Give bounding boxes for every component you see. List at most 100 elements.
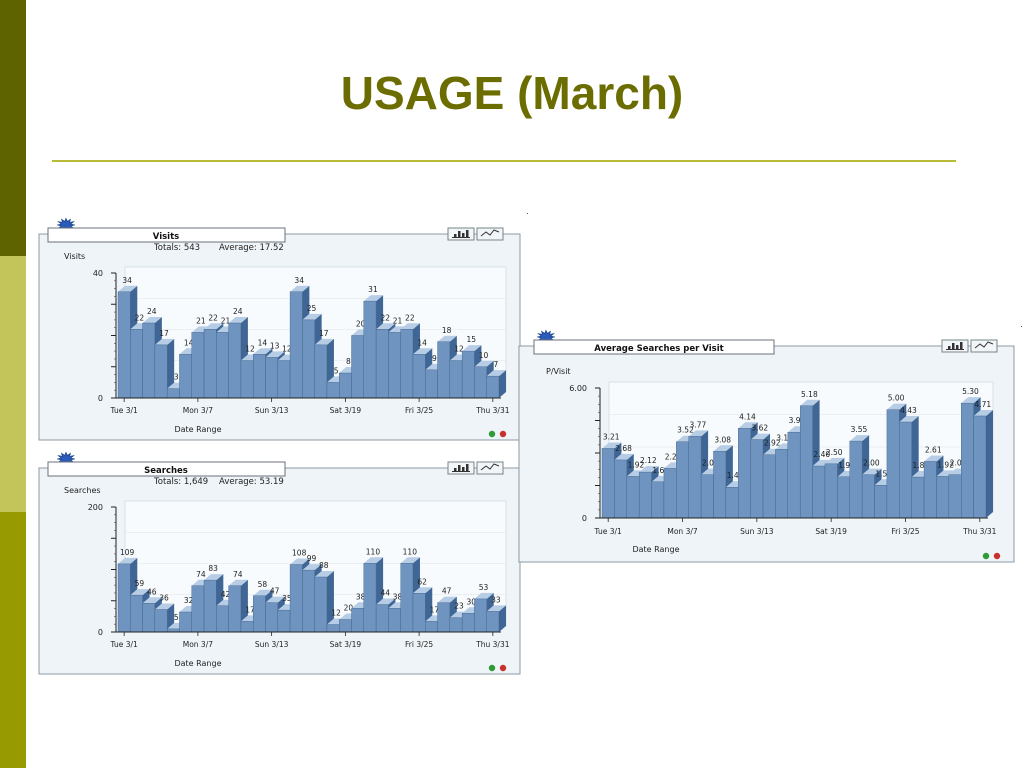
bar-value-label: 3.52	[677, 426, 694, 435]
bar-value-label: 36	[159, 594, 169, 603]
bar-value-label: 3.17	[776, 433, 793, 442]
bar-value-label: 1.67	[652, 466, 669, 475]
x-tick-label: Sat 3/19	[330, 406, 362, 415]
bar-value-label: 25	[307, 304, 317, 313]
bar-value-label: 12	[331, 609, 341, 618]
sidebar-stripe-dark	[0, 0, 26, 256]
bar-view-button[interactable]	[447, 227, 475, 241]
bar-value-label: 3.62	[751, 424, 768, 433]
line-view-button[interactable]	[476, 461, 504, 475]
line-view-button[interactable]	[970, 339, 998, 353]
bar-value-label: 17	[245, 605, 255, 614]
status-dot-green-icon[interactable]	[982, 552, 990, 560]
bar-value-label: 2.40	[813, 450, 830, 459]
title-divider	[52, 160, 956, 162]
bar-value-label: 74	[233, 570, 243, 579]
line-chart-icon	[480, 229, 500, 237]
bar-value-label: 2.12	[640, 456, 657, 465]
x-tick-label: Thu 3/31	[962, 527, 997, 536]
status-dot-red-icon[interactable]	[499, 430, 507, 438]
bar-value-label: 1.92	[937, 460, 954, 469]
bar-value-label: 17	[319, 329, 329, 338]
bar-value-label: 110	[403, 547, 418, 556]
bar-value-label: 32	[184, 596, 194, 605]
y-tick-label: 0	[98, 394, 103, 403]
status-dot-green-icon[interactable]	[488, 430, 496, 438]
bar[interactable]	[437, 596, 457, 633]
bar-view-button[interactable]	[447, 461, 475, 475]
status-dot-green-icon[interactable]	[488, 664, 496, 672]
bar-value-label: 31	[368, 285, 378, 294]
bar-value-label: 17	[159, 329, 169, 338]
status-dot-red-icon[interactable]	[499, 664, 507, 672]
bar-value-label: 47	[270, 587, 280, 596]
bar-value-label: 2.68	[615, 444, 632, 453]
bar-value-label: 44	[380, 589, 390, 598]
status-dot-red-icon[interactable]	[993, 552, 1001, 560]
sidebar-stripe-mid	[0, 512, 26, 768]
bar-value-label: 5.00	[888, 394, 905, 403]
bar-value-label: 3.21	[603, 432, 620, 441]
bar-value-label: 62	[417, 577, 427, 586]
bar-value-label: 2.50	[826, 448, 843, 457]
x-tick-label: Mon 3/7	[183, 406, 213, 415]
bar-view-button[interactable]	[941, 339, 969, 353]
bar-chart-icon	[452, 230, 470, 238]
bar-value-label: 10	[479, 351, 489, 360]
chart-average: Average: 17.52	[219, 243, 284, 253]
bar-chart-icon	[946, 342, 964, 350]
chart-title-tab	[47, 227, 286, 243]
bar-value-label: 22	[135, 313, 145, 322]
bar-value-label: 3.08	[714, 435, 731, 444]
bar-value-label: 22	[208, 313, 218, 322]
x-axis-label: Date Range	[174, 425, 221, 434]
y-tick-label: 200	[88, 503, 103, 512]
slide-title: USAGE (March)	[340, 67, 684, 119]
bar-value-label: 5	[174, 613, 179, 622]
bar-value-label: 14	[258, 338, 268, 347]
bar-value-label: 20	[356, 320, 366, 329]
bar-value-label: 22	[380, 313, 390, 322]
bar-value-label: 4.43	[900, 406, 917, 415]
line-view-button[interactable]	[476, 227, 504, 241]
bar-value-label: 24	[147, 307, 157, 316]
bar-value-label: 3	[174, 373, 179, 382]
bar-value-label: 1.89	[913, 461, 930, 470]
x-tick-label: Sat 3/19	[330, 640, 362, 649]
chart-totals: Totals: 1,649	[153, 477, 208, 487]
x-tick-label: Sat 3/19	[815, 527, 847, 536]
chart-average: Average: 53.19	[219, 477, 284, 487]
bar-value-label: 17	[430, 605, 440, 614]
bar[interactable]	[314, 571, 334, 633]
chart-svg: Average Searches per Visit P/Visit 0 6.00 3.…	[518, 329, 1015, 563]
bar-value-label: 109	[120, 548, 135, 557]
line-chart-icon	[974, 341, 994, 349]
x-tick-label: Tue 3/1	[594, 527, 622, 536]
bar-value-label: 4.14	[739, 412, 756, 421]
x-tick-label: Fri 3/25	[405, 406, 433, 415]
bar-chart-icon	[452, 464, 470, 472]
bar-value-label: 14	[417, 338, 427, 347]
bar[interactable]	[486, 370, 506, 399]
bar-value-label: 34	[122, 276, 132, 285]
bar-value-label: 58	[258, 580, 268, 589]
x-tick-label: Sun 3/13	[255, 406, 289, 415]
x-tick-label: Mon 3/7	[183, 640, 213, 649]
bar-value-label: 1.90	[838, 461, 855, 470]
bar[interactable]	[228, 579, 248, 633]
bar-value-label: 74	[196, 570, 206, 579]
bar-value-label: 21	[221, 316, 231, 325]
bar-value-label: 46	[147, 587, 157, 596]
x-axis-label: Date Range	[632, 545, 679, 554]
bar-value-label: 14	[184, 338, 194, 347]
bar[interactable]	[486, 605, 506, 633]
bar-value-label: 2.00	[950, 459, 967, 468]
bar-value-label: 15	[467, 335, 477, 344]
x-tick-label: Fri 3/25	[891, 527, 919, 536]
bar[interactable]	[973, 409, 993, 519]
bar-value-label: 38	[356, 592, 366, 601]
bar[interactable]	[154, 338, 175, 399]
chart-title: Average Searches per Visit	[594, 344, 723, 354]
stray-dot	[527, 213, 528, 214]
